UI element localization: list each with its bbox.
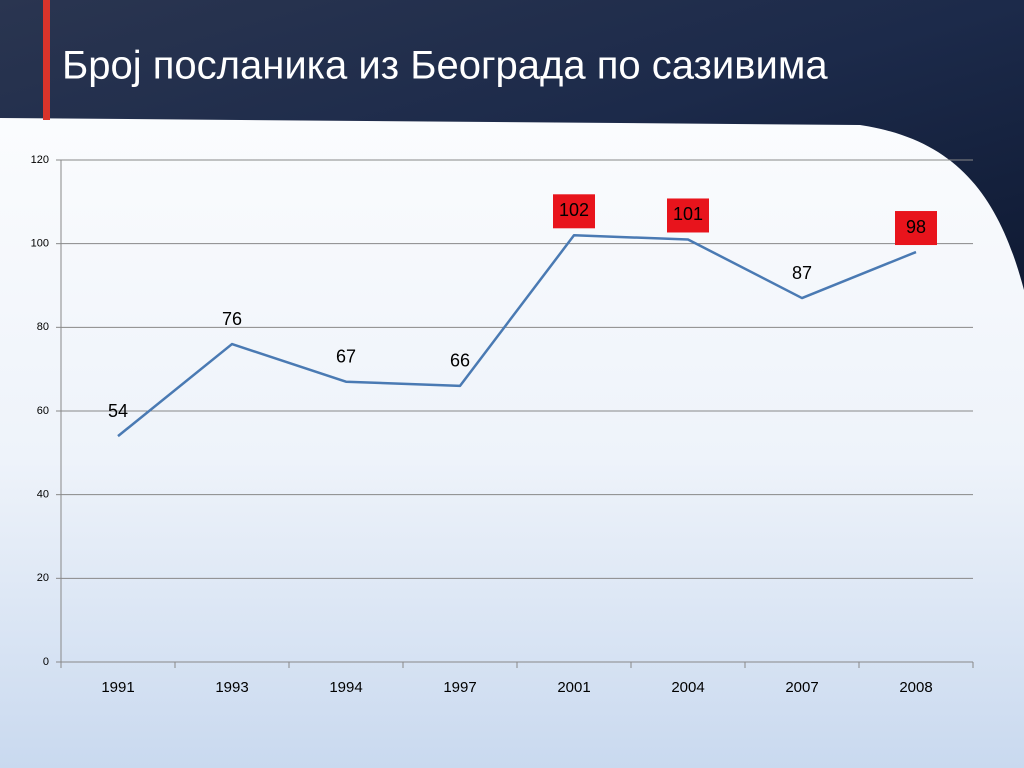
value-label: 76 (222, 309, 242, 329)
y-tick-label: 120 (31, 154, 49, 166)
value-label-box (667, 198, 709, 233)
value-label: 87 (792, 263, 812, 283)
value-label-box (895, 211, 937, 246)
x-tick-label: 2007 (785, 679, 818, 696)
value-label: 67 (336, 346, 356, 366)
value-label: 66 (450, 351, 470, 371)
x-tick-label: 1991 (101, 679, 134, 696)
x-tick-label: 1994 (329, 679, 362, 696)
slide-title: Број посланика из Београда по сазивима (62, 44, 828, 88)
y-tick-label: 100 (31, 238, 49, 250)
x-tick-label: 1993 (215, 679, 248, 696)
x-tick-label: 2001 (557, 679, 590, 696)
y-tick-label: 60 (37, 405, 49, 417)
plot-area: 0 20 40 60 80 100 120 1991 54 1993 76 1994 67 1997 66 2… (31, 154, 974, 696)
value-label: 102 (559, 200, 589, 220)
value-label-box (553, 194, 595, 229)
y-tick-label: 80 (37, 321, 49, 333)
y-tick-label: 0 (43, 656, 49, 668)
accent-bar (43, 0, 50, 120)
x-tick-label: 2004 (671, 679, 704, 696)
value-label: 98 (906, 217, 926, 237)
x-tick-label: 1997 (443, 679, 476, 696)
value-label: 101 (673, 204, 703, 224)
y-tick-label: 20 (37, 572, 49, 584)
x-tick-label: 2008 (899, 679, 932, 696)
data-line (117, 234, 917, 438)
header-photo (0, 0, 1024, 290)
value-label: 54 (108, 401, 128, 421)
y-tick-label: 40 (37, 489, 49, 501)
